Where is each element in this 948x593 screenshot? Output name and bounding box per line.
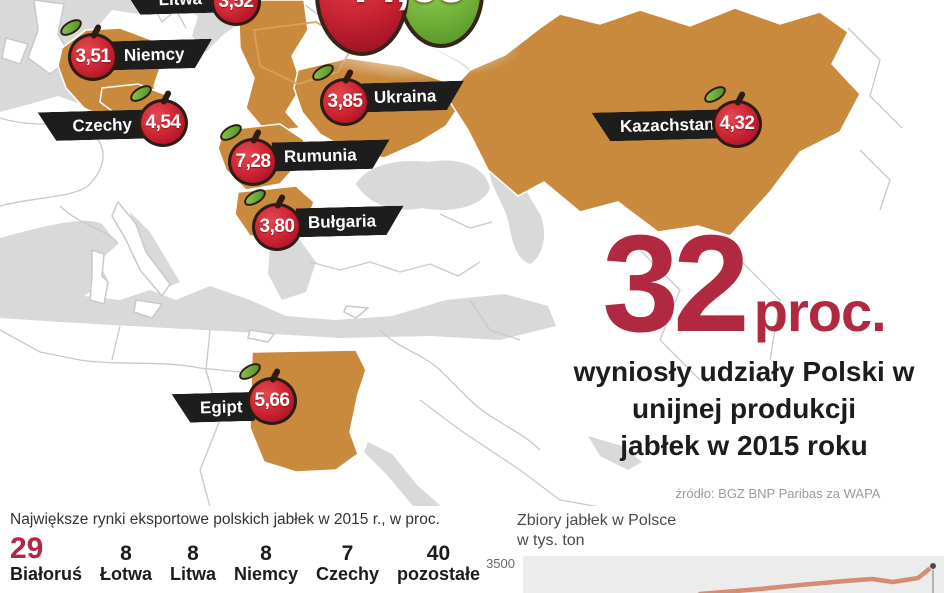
market-value: 7 (341, 542, 354, 565)
headline-line1: wyniosły udziały Polski w (573, 356, 915, 387)
apple-marker-niemcy: 3,51 (57, 16, 118, 81)
apple-value: 3,85 (327, 91, 363, 112)
ribbon-rumunia: Rumunia (272, 139, 391, 171)
apple-marker-czechy: 4,54 (127, 82, 188, 147)
market-value: 8 (187, 542, 199, 565)
island-shapes (1, 0, 370, 343)
market-label: Białoruś (10, 564, 83, 584)
apple-marker-rumunia: 7,28 (217, 121, 278, 186)
apple-value: 5,66 (254, 390, 290, 411)
headline-line2: unijnej produkcji (631, 392, 856, 424)
apple-marker-kazachstan: 4,32 (701, 83, 762, 148)
headline-unit: proc. (753, 280, 887, 343)
headline-description: wyniosły udziały Polski w unijnej produk… (540, 354, 948, 465)
market-label: Czechy (315, 564, 379, 584)
market-item-niemcy: 8 Niemcy (234, 543, 298, 585)
chart-end-point-marker (929, 562, 937, 570)
markets-title: Największe rynki eksportowe polskich jab… (10, 511, 440, 528)
apple-value: 3,52 (218, 0, 254, 12)
market-item-lotwa: 8 Łotwa (100, 543, 152, 585)
chart-title-line1: Zbiory jabłek w Polsce (517, 512, 677, 529)
apple-marker-egipt: 5,66 (236, 360, 297, 425)
headline-line3: jabłek w 2015 roku (620, 429, 868, 461)
market-label: pozostałe (396, 564, 480, 584)
chart-title: Zbiory jabłek w Polsce w tys. ton (517, 511, 676, 551)
ribbon-kazachstan: Kazachstan (592, 109, 727, 142)
market-label: Litwa (169, 564, 216, 584)
apple-value: 4,32 (719, 113, 755, 134)
apple-marker-ukraina: 3,85 (309, 61, 370, 126)
market-value: 29 (10, 532, 44, 565)
market-value: 40 (426, 542, 451, 565)
ribbon-czechy: Czechy (38, 110, 145, 142)
market-label: Niemcy (233, 564, 298, 584)
apple-value: 7,28 (235, 151, 271, 172)
headline-block: 32 proc. wyniosły udziały Polski w unijne… (540, 215, 948, 465)
headline-number: 32 (602, 207, 749, 361)
market-item-pozostale: 40 pozostałe (397, 543, 480, 585)
bottom-panel: Największe rynki eksportowe polskich jab… (0, 506, 948, 593)
market-item-bialorus: 29 Białoruś (10, 534, 82, 585)
source-note: źródło: BGZ BNP Paribas za WAPA (675, 486, 881, 501)
markets-row: 29 Białoruś 8 Łotwa 8 Litwa 8 Niemcy 7 C… (10, 534, 480, 585)
chart-line-series (697, 563, 936, 593)
market-label: Łotwa (100, 564, 152, 584)
apple-value: 4,54 (145, 112, 181, 133)
market-value: 8 (120, 542, 132, 565)
apple-value: 3,51 (75, 46, 111, 67)
market-item-czechy: 7 Czechy (316, 543, 379, 585)
harvest-line-chart (523, 556, 944, 593)
chart-plot-area (523, 556, 944, 593)
country-borders (0, 0, 903, 507)
apple-value: 3,80 (259, 216, 295, 237)
apple-marker-bulgaria: 3,80 (241, 186, 302, 251)
big-apple-value: 44,65 (322, 0, 482, 15)
chart-ytick-3500: 3500 (486, 556, 515, 571)
market-item-litwa: 8 Litwa (170, 543, 216, 585)
chart-title-line2: w tys. ton (517, 532, 585, 549)
market-value: 8 (260, 542, 272, 565)
